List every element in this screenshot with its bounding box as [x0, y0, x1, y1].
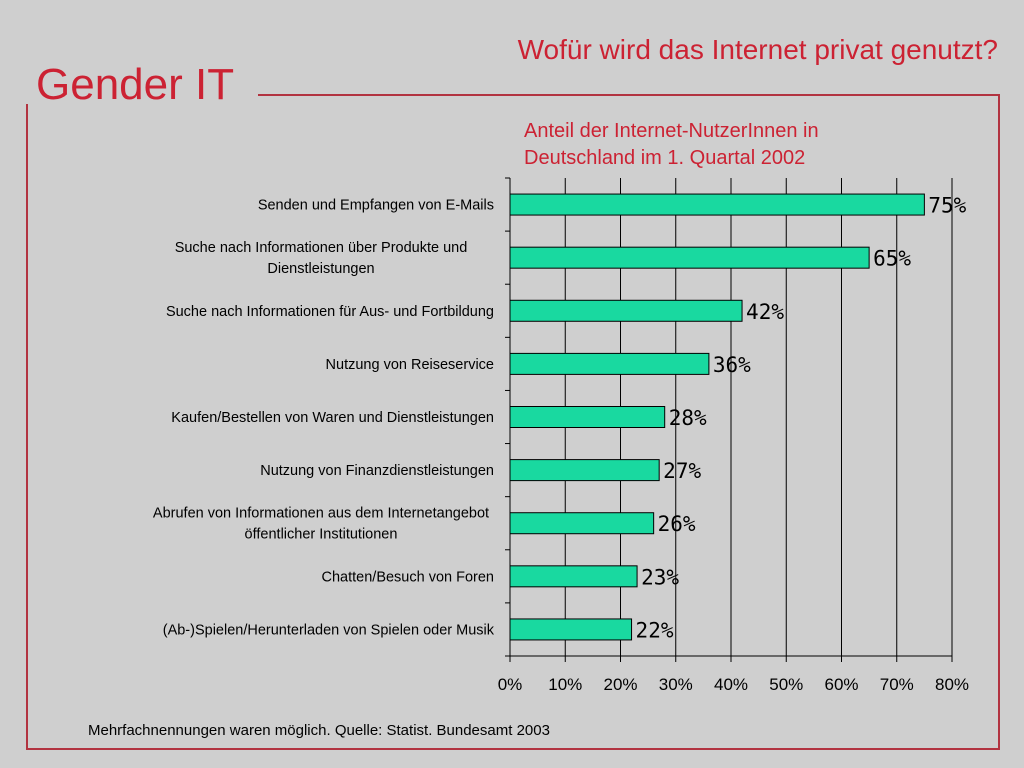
- chart-subtitle-line-2: Deutschland im 1. Quartal 2002: [524, 147, 806, 169]
- data-label: 42%: [746, 300, 784, 324]
- frame-line-top: [258, 94, 1000, 96]
- x-tick-label: 70%: [880, 675, 914, 694]
- x-tick-label: 60%: [824, 675, 858, 694]
- chart-subtitle: Anteil der Internet-NutzerInnen in Deuts…: [524, 118, 819, 172]
- x-tick-label: 0%: [498, 675, 523, 694]
- bar: [509, 406, 666, 428]
- brand-title: Gender IT: [36, 60, 235, 109]
- frame-line-bottom: [26, 748, 1000, 750]
- bar: [509, 246, 870, 269]
- category-label: Nutzung von Reiseservice: [326, 357, 494, 373]
- bar: [509, 352, 710, 375]
- frame-line-left: [26, 104, 28, 750]
- category-label: Abrufen von Informationen aus dem Intern…: [153, 506, 489, 543]
- data-label: 26%: [658, 512, 696, 536]
- category-label: Senden und Empfangen von E-Mails: [258, 198, 494, 214]
- bar: [509, 459, 660, 482]
- bar: [509, 618, 633, 641]
- category-label: (Ab-)Spielen/Herunterladen von Spielen o…: [163, 622, 495, 638]
- category-label: Suche nach Informationen über Produkte u…: [175, 240, 468, 277]
- bar: [509, 299, 743, 322]
- data-label: 22%: [636, 618, 674, 642]
- x-tick-label: 40%: [714, 675, 748, 694]
- bar: [509, 512, 655, 535]
- bar: [509, 565, 638, 588]
- data-label: 36%: [713, 353, 751, 377]
- frame-line-right: [998, 94, 1000, 750]
- category-label: Suche nach Informationen für Aus- und Fo…: [166, 304, 494, 320]
- data-label: 75%: [928, 194, 966, 218]
- x-tick-label: 20%: [603, 675, 637, 694]
- headline: Wofür wird das Internet privat genutzt?: [517, 34, 998, 65]
- data-label: 65%: [873, 247, 911, 271]
- bar: [509, 193, 925, 216]
- x-tick-label: 30%: [659, 675, 693, 694]
- data-label: 23%: [641, 565, 679, 589]
- x-tick-label: 10%: [548, 675, 582, 694]
- category-label: Chatten/Besuch von Foren: [322, 569, 495, 585]
- category-label: Nutzung von Finanzdienstleistungen: [260, 463, 494, 479]
- data-label: 28%: [669, 406, 707, 430]
- chart-subtitle-line-1: Anteil der Internet-NutzerInnen in: [524, 120, 819, 142]
- footnote: Mehrfachnennungen waren möglich. Quelle:…: [88, 722, 550, 739]
- data-label: 27%: [663, 459, 701, 483]
- x-tick-label: 50%: [769, 675, 803, 694]
- x-tick-label: 80%: [935, 675, 969, 694]
- category-label: Kaufen/Bestellen von Waren und Dienstlei…: [171, 410, 494, 426]
